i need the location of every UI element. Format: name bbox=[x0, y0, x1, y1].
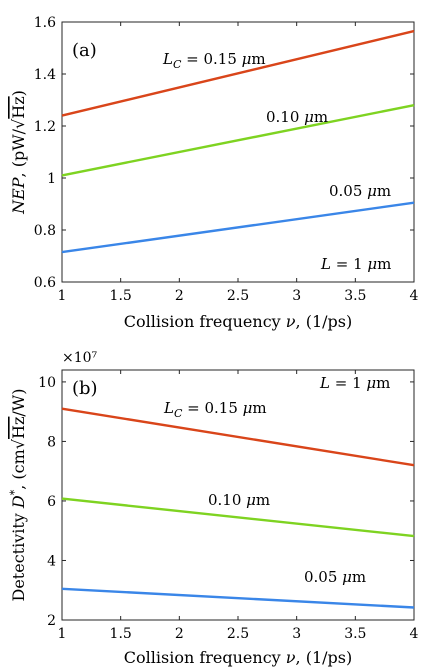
y-tick-label: 6 bbox=[47, 494, 56, 510]
x-axis-label-b: Collision frequency ν, (1/ps) bbox=[124, 648, 352, 667]
annotation-l1-a: L = 1 μm bbox=[320, 255, 391, 273]
y-tick-label: 4 bbox=[47, 553, 56, 569]
annotation-005-a: 0.05 μm bbox=[329, 182, 391, 200]
x-tick-label: 3 bbox=[292, 288, 301, 304]
x-tick-label: 1.5 bbox=[110, 626, 132, 642]
series-line-2 bbox=[61, 587, 415, 609]
ticks-b: 1 1.5 2 2.5 3 3.5 4 2 4 6 8 10 bbox=[38, 370, 419, 642]
x-tick-label: 1.5 bbox=[110, 288, 132, 304]
x-tick-label: 1 bbox=[58, 626, 67, 642]
x-tick-label: 3 bbox=[292, 626, 301, 642]
x-tick-label: 4 bbox=[410, 626, 419, 642]
y-tick-label: 2 bbox=[47, 613, 56, 629]
x-tick-label: 2 bbox=[175, 288, 184, 304]
x-tick-label: 2.5 bbox=[227, 288, 249, 304]
svg-text:NEP, (pW/√Hz): NEP, (pW/√Hz) bbox=[9, 90, 28, 215]
y-tick-label: 1.6 bbox=[34, 15, 56, 31]
series-line-0 bbox=[61, 29, 415, 117]
x-axis-label-a: Collision frequency ν, (1/ps) bbox=[124, 312, 352, 331]
x-tick-label: 1 bbox=[58, 288, 67, 304]
y-axis-label-a: NEP, (pW/√Hz) bbox=[9, 90, 28, 215]
y-exponent-b: ×10⁷ bbox=[62, 350, 98, 366]
y-tick-label: 10 bbox=[38, 375, 56, 391]
panel-label-a: (a) bbox=[72, 40, 97, 61]
annotation-005-b: 0.05 μm bbox=[304, 568, 366, 586]
x-tick-label: 2.5 bbox=[227, 626, 249, 642]
y-tick-label: 1.4 bbox=[34, 67, 56, 83]
x-tick-label: 3.5 bbox=[344, 626, 366, 642]
y-tick-label: 1.2 bbox=[34, 119, 56, 135]
lines-a bbox=[61, 29, 415, 254]
series-line-1 bbox=[61, 497, 415, 538]
series-line-0 bbox=[61, 407, 415, 467]
series-line-1 bbox=[61, 104, 415, 177]
x-tick-label: 3.5 bbox=[344, 288, 366, 304]
ticks-a: 1 1.5 2 2.5 3 3.5 4 0.6 0.8 1 1.2 1.4 1.6 bbox=[34, 15, 419, 304]
annotation-l1-b: L = 1 μm bbox=[319, 374, 390, 392]
y-tick-label: 0.8 bbox=[34, 223, 56, 239]
annotation-010-b: 0.10 μm bbox=[208, 491, 270, 509]
x-tick-label: 4 bbox=[410, 288, 419, 304]
series-line-2 bbox=[61, 201, 415, 254]
y-axis-label-b: Detectivity D*, (cm√Hz/W) bbox=[8, 389, 28, 602]
svg-text:Detectivity D*, (cm√Hz/W): Detectivity D*, (cm√Hz/W) bbox=[8, 389, 28, 602]
annotation-010-a: 0.10 μm bbox=[266, 108, 328, 126]
annotation-lc015-b: LC = 0.15 μm bbox=[163, 399, 267, 420]
x-tick-label: 2 bbox=[175, 626, 184, 642]
y-tick-label: 0.6 bbox=[34, 275, 56, 291]
y-tick-label: 1 bbox=[47, 171, 56, 187]
panel-b: 1 1.5 2 2.5 3 3.5 4 2 4 6 8 10 ×10⁷ (b) L = 1 μm LC… bbox=[8, 350, 419, 667]
panel-a: 1 1.5 2 2.5 3 3.5 4 0.6 0.8 1 1.2 1.4 1.6 (a) LC = 0… bbox=[9, 15, 419, 331]
panel-label-b: (b) bbox=[72, 378, 98, 399]
annotation-lc015-a: LC = 0.15 μm bbox=[162, 50, 266, 71]
lines-b bbox=[61, 407, 415, 609]
y-tick-label: 8 bbox=[47, 434, 56, 450]
